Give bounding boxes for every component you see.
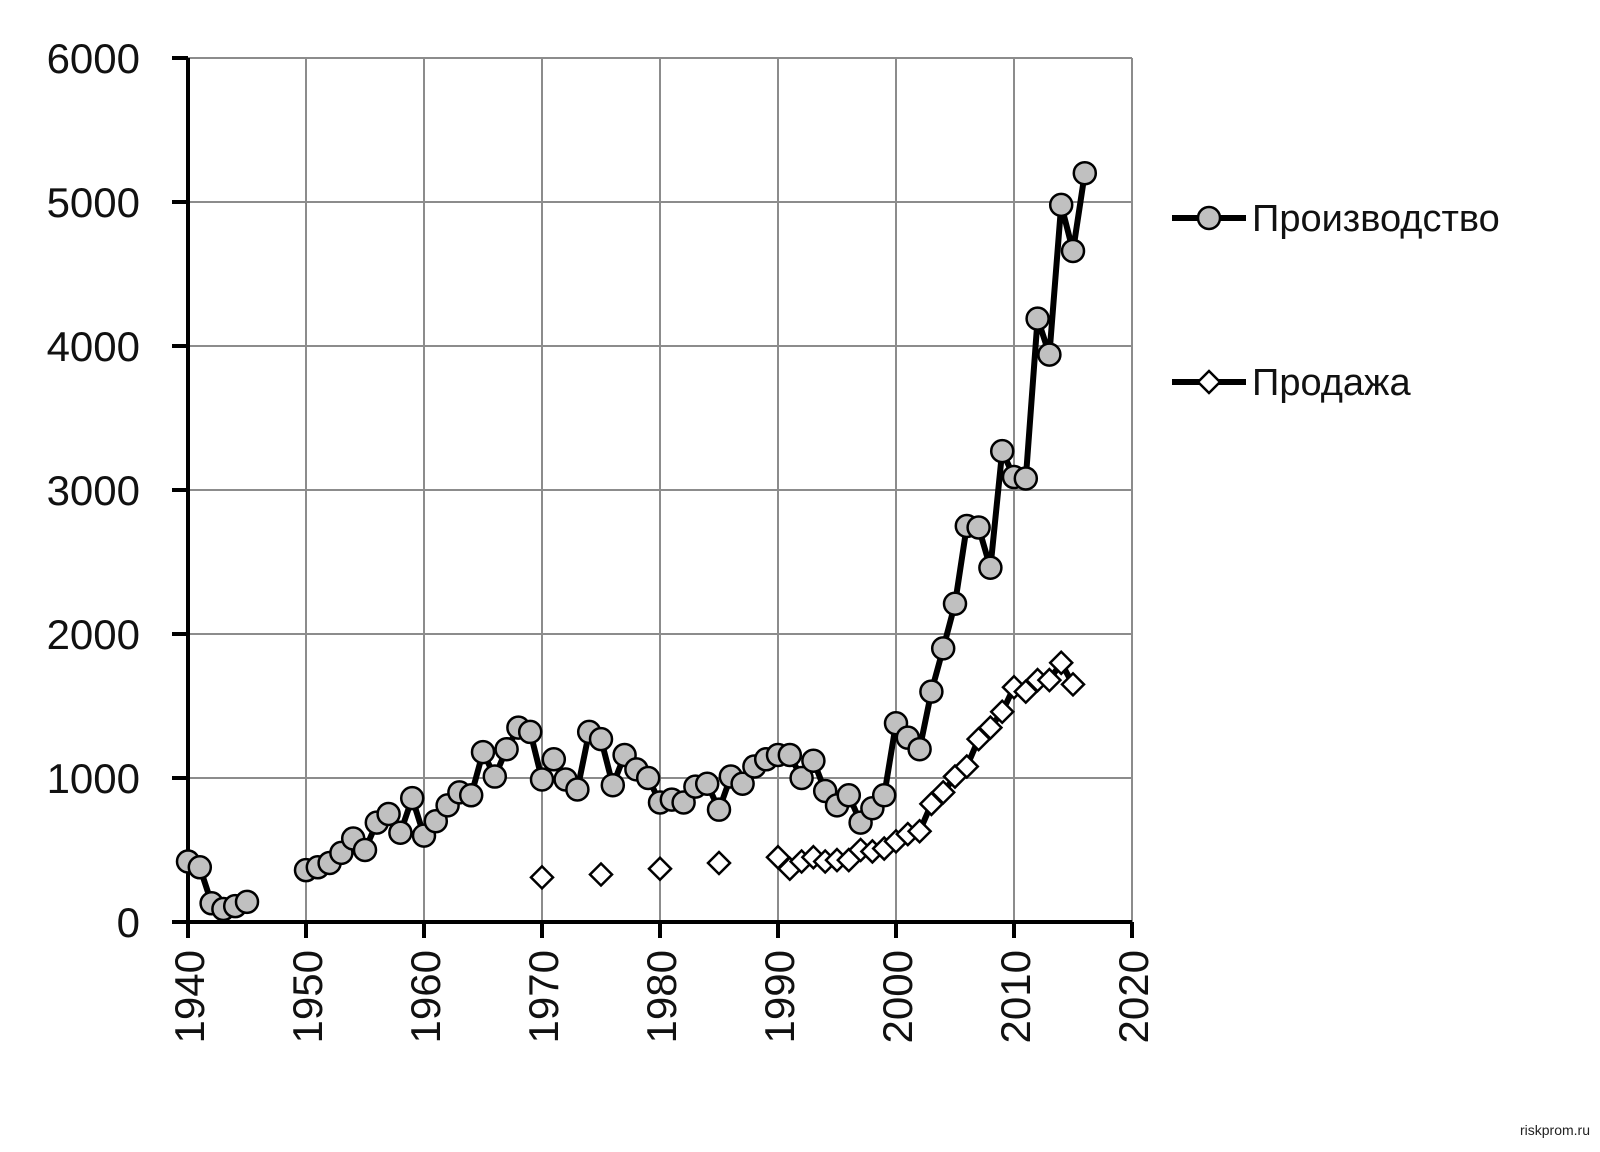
- series-1-point-2013: [1036, 667, 1063, 693]
- series-0-point-2013: [1037, 342, 1062, 367]
- y-tick-label-2000: 2000: [47, 611, 140, 658]
- series-1-point-2002: [906, 818, 933, 845]
- series-0-point-1999: [871, 783, 897, 808]
- series-1-point-1970: [529, 864, 555, 891]
- series-1-point-2009: [989, 698, 1015, 725]
- x-tick-label-1940: 1940: [166, 950, 213, 1043]
- x-tick-label-2000: 2000: [874, 950, 921, 1043]
- x-tick-label-1990: 1990: [756, 950, 803, 1043]
- series-0-point-2004: [930, 636, 956, 661]
- y-tick-label-6000: 6000: [47, 35, 140, 82]
- series-0-point-1966: [482, 764, 508, 789]
- series-0-point-1979: [635, 765, 661, 791]
- axes: [172, 56, 1134, 938]
- series-1-point-1975: [588, 861, 614, 888]
- series-0-point-1987: [730, 771, 755, 797]
- legend: Производство Продажа: [1172, 198, 1500, 404]
- x-tick-label-1960: 1960: [402, 950, 449, 1043]
- series-0-point-1970: [529, 767, 555, 792]
- series-1: [529, 650, 1086, 891]
- y-tick-label-4000: 4000: [47, 323, 140, 370]
- grid-lines: [188, 57, 1133, 922]
- series-0-point-1993: [801, 748, 826, 773]
- x-tick-label-2010: 2010: [992, 950, 1039, 1043]
- x-tick-label-1970: 1970: [520, 950, 567, 1043]
- legend-item-1: Продажа: [1172, 362, 1411, 404]
- series-0-point-1958: [388, 820, 413, 845]
- series-0-point-1975: [588, 726, 614, 752]
- series-0-point-2015: [1060, 238, 1086, 264]
- series-0-point-2005: [942, 591, 968, 617]
- series-0-point-2009: [989, 438, 1015, 464]
- series-group: [175, 160, 1098, 922]
- series-0-point-2014: [1048, 192, 1074, 218]
- series-1-point-2015: [1060, 671, 1086, 698]
- series-0-point-1945: [234, 889, 260, 915]
- series-0-point-1969: [517, 719, 543, 745]
- series-0-point-2003: [919, 679, 944, 704]
- y-tick-label-0: 0: [117, 899, 140, 946]
- series-0-point-1971: [541, 747, 567, 772]
- series-0-point-1959: [399, 785, 425, 811]
- x-tick-labels: 1940 1950 1960 1970 1980 1990 2000 2010 2020: [166, 950, 1157, 1043]
- series-1-point-2006: [954, 753, 980, 780]
- legend-marker-0: [1196, 205, 1222, 231]
- series-1-point-1980: [647, 855, 673, 882]
- y-tick-label-3000: 3000: [47, 467, 140, 514]
- x-tick-label-1980: 1980: [638, 950, 685, 1043]
- series-0-point-1965: [470, 739, 496, 765]
- series-0-point-1973: [565, 777, 590, 802]
- series-0-point-1984: [694, 771, 720, 797]
- legend-item-0: Производство: [1172, 198, 1500, 240]
- series-0-point-2008: [978, 555, 1003, 581]
- series-0-point-2007: [966, 515, 991, 540]
- series-0-point-1957: [376, 801, 401, 827]
- legend-marker-1: [1196, 369, 1222, 395]
- series-0-point-1976: [600, 772, 626, 798]
- series-0-point-2002: [907, 736, 932, 762]
- series-1-point-1985: [706, 850, 732, 876]
- series-0-point-1991: [777, 742, 803, 768]
- series-0-point-1985: [706, 797, 732, 822]
- y-tick-label-5000: 5000: [47, 179, 140, 226]
- legend-label-1: Продажа: [1252, 362, 1411, 404]
- series-0-point-1992: [789, 765, 814, 791]
- series-0-point-1964: [458, 783, 484, 808]
- series-1-point-2008: [977, 714, 1004, 741]
- x-tick-label-2020: 2020: [1110, 950, 1157, 1043]
- series-0: [175, 160, 1098, 922]
- series-0-point-1941: [187, 855, 213, 880]
- y-tick-labels: 0 1000 2000 3000 4000 5000 6000: [47, 35, 140, 946]
- series-0-point-2011: [1013, 466, 1039, 491]
- series-0-point-1996: [836, 783, 862, 808]
- y-tick-label-1000: 1000: [47, 755, 140, 802]
- series-0-point-2016: [1072, 160, 1098, 186]
- series-0-point-2012: [1025, 306, 1050, 331]
- series-1-point-2014: [1048, 650, 1074, 676]
- x-tick-label-1950: 1950: [284, 950, 331, 1043]
- series-0-point-1955: [352, 837, 378, 863]
- watermark: riskprom.ru: [1519, 1122, 1590, 1138]
- series-0-point-1967: [494, 736, 519, 762]
- series-1-point-2004: [930, 779, 956, 806]
- legend-label-0: Производство: [1252, 198, 1500, 240]
